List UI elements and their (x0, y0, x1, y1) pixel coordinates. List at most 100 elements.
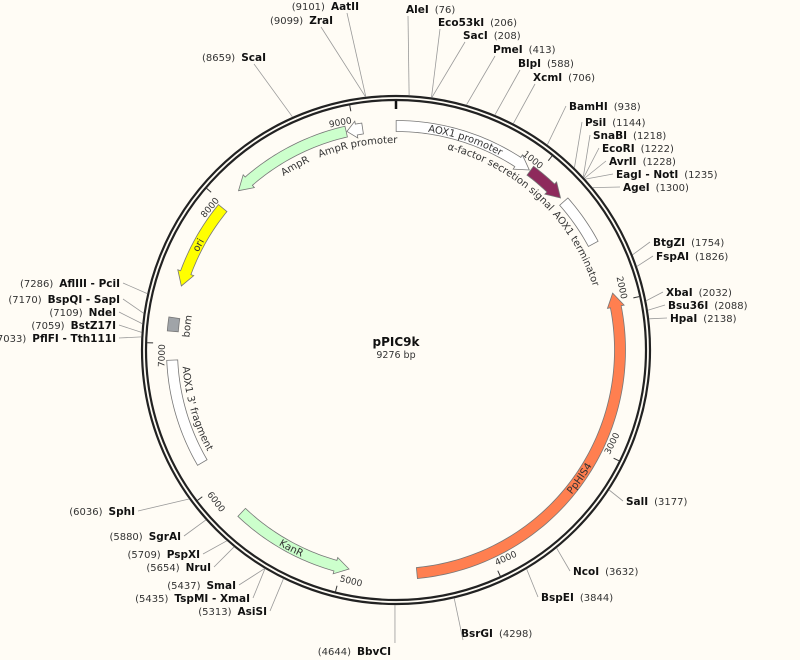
enzyme-site-afliii-pcii[interactable]: (7286) AflIII - PciI (20, 278, 148, 295)
enzyme-site-bspqi-sapi[interactable]: (7170) BspQI - SapI (8, 294, 144, 314)
enzyme-name: BbvCI (357, 646, 391, 658)
enzyme-position: (9101) (292, 2, 325, 13)
tick-label: 6000 (204, 490, 226, 515)
enzyme-leader-line (546, 105, 567, 145)
enzyme-sites: AleI (76)Eco53kI (206)SacI (208) PmeI (413) Bl… (0, 1, 748, 658)
enzyme-leader-line (137, 498, 190, 512)
svg-text:(7170)BspQI - SapI: (7170) BspQI - SapI (8, 294, 120, 306)
enzyme-site-hpai[interactable]: HpaI (2138) (649, 313, 737, 325)
enzyme-leader-line (118, 311, 143, 325)
svg-text:AgeI(1300): AgeI (1300) (623, 182, 689, 194)
enzyme-site-pflfi-tth111i[interactable]: (7033) PflFI - Tth111I (0, 333, 142, 345)
enzyme-site-tspmi-xmai[interactable]: (5435) TspMI - XmaI (135, 568, 266, 605)
enzyme-site-ncoi[interactable]: NcoI (3632) (556, 547, 639, 578)
enzyme-position: (4644) (318, 647, 351, 658)
enzyme-leader-line (636, 255, 654, 267)
svg-text:BspEI(3844): BspEI (3844) (541, 592, 613, 604)
enzyme-site-bstz17i[interactable]: (7059) BstZ17I (31, 320, 142, 333)
enzyme-site-alei[interactable]: AleI (76) (406, 4, 455, 96)
enzyme-site-bsrgi[interactable]: BsrGI (4298) (453, 598, 532, 641)
feature-bom[interactable] (166, 316, 181, 333)
tick-mark (497, 570, 501, 577)
enzyme-position: (1228) (643, 157, 676, 168)
enzyme-site-sphi[interactable]: (6036) SphI (69, 498, 190, 518)
feature-label-pphis4: PpHIS4 (565, 461, 594, 496)
enzyme-site-ndei[interactable]: (7109) NdeI (49, 307, 143, 325)
enzyme-site-sali[interactable]: SalI (3177) (608, 489, 688, 508)
feature-pphis4[interactable] (415, 292, 626, 579)
enzyme-leader-line (453, 598, 464, 641)
enzyme-name: SmaI (207, 580, 237, 592)
enzyme-site-avrii[interactable]: AvrII (1228) (584, 156, 676, 179)
enzyme-position: (2088) (714, 301, 747, 312)
svg-text:(5709)PspXI: (5709) PspXI (127, 549, 200, 561)
enzyme-site-smai[interactable]: (5437) SmaI (167, 568, 265, 592)
enzyme-site-blpi[interactable]: BlpI (588) (494, 58, 574, 116)
enzyme-leader-line (407, 15, 410, 96)
enzyme-site-xcmi[interactable]: XcmI (706) (512, 72, 595, 124)
enzyme-name: BspQI - SapI (48, 294, 120, 306)
tick-label: 5000 (338, 574, 363, 589)
enzyme-name: TspMI - XmaI (174, 593, 250, 605)
enzyme-name: BsrGI (461, 628, 493, 640)
enzyme-position: (3632) (605, 567, 638, 578)
feature-aox1-promoter[interactable] (395, 120, 530, 171)
enzyme-site-saci[interactable]: SacI (208) (431, 30, 521, 98)
svg-text:Eco53kI(206): Eco53kI (206) (438, 17, 517, 29)
enzyme-leader-line (494, 69, 521, 116)
enzyme-name: BlpI (518, 58, 541, 70)
svg-text:BlpI(588): BlpI (588) (518, 58, 574, 70)
enzyme-site-bbvci[interactable]: (4644) BbvCI (318, 605, 396, 658)
svg-text:(5435)TspMI - XmaI: (5435) TspMI - XmaI (135, 593, 250, 605)
enzyme-site-scai[interactable]: (8659) ScaI (202, 52, 293, 118)
enzyme-site-psii[interactable]: PsiI (1144) (574, 117, 646, 168)
enzyme-site-asisi[interactable]: (5313) AsiSI (198, 578, 284, 618)
svg-text:(9099)ZraI: (9099) ZraI (270, 15, 333, 27)
enzyme-site-bspei[interactable]: BspEI (3844) (526, 568, 614, 604)
enzyme-site-xbai[interactable]: XbaI (2032) (646, 287, 732, 302)
feature-ampr-promoter[interactable] (346, 120, 364, 139)
enzyme-site-sgrai[interactable]: (5880) SgrAI (109, 519, 207, 543)
enzyme-site-snabi[interactable]: SnaBI (1218) (582, 130, 666, 178)
enzyme-site-zrai[interactable]: (9099) ZraI (270, 15, 366, 98)
enzyme-site-pmei[interactable]: PmeI (413) (466, 44, 556, 106)
enzyme-leader-line (466, 55, 496, 106)
enzyme-site-agei[interactable]: AgeI (1300) (592, 182, 689, 194)
enzyme-position: (5654) (146, 563, 179, 574)
enzyme-site-eco53ki[interactable]: Eco53kI (206) (431, 17, 517, 98)
enzyme-site-pspxi[interactable]: (5709) PspXI (127, 540, 228, 561)
svg-text:(5654)NruI: (5654) NruI (146, 562, 211, 574)
svg-text:AvrII(1228): AvrII (1228) (609, 156, 676, 168)
enzyme-site-aatii[interactable]: (9101) AatII (292, 1, 367, 97)
tick-mark (613, 457, 620, 462)
feature-kanr[interactable] (237, 507, 350, 575)
feature-aox1-3-fragment[interactable] (166, 359, 208, 466)
enzyme-site-fspai[interactable]: FspAI (1826) (636, 251, 728, 267)
enzyme-leader-line (582, 134, 591, 178)
enzyme-site-eagi-noti[interactable]: EagI - NotI (1235) (585, 169, 718, 181)
enzyme-site-bamhi[interactable]: BamHI (938) (546, 101, 641, 145)
enzyme-position: (7059) (31, 321, 64, 332)
enzyme-position: (938) (614, 102, 641, 113)
enzyme-position: (7170) (8, 295, 41, 306)
enzyme-position: (2032) (699, 288, 732, 299)
enzyme-leader-line (122, 282, 148, 295)
enzyme-site-btgzi[interactable]: BtgZI (1754) (632, 237, 725, 256)
enzyme-position: (706) (568, 73, 595, 84)
enzyme-leader-line (584, 160, 607, 179)
svg-text:EcoRI(1222): EcoRI (1222) (602, 143, 674, 155)
svg-text:NcoI(3632): NcoI (3632) (573, 566, 638, 578)
enzyme-site-bsu36i[interactable]: Bsu36I (2088) (647, 300, 748, 312)
enzyme-site-ecori[interactable]: EcoRI (1222) (583, 143, 674, 178)
enzyme-site-nrui[interactable]: (5654) NruI (146, 546, 235, 574)
svg-text:(7059)BstZ17I: (7059) BstZ17I (31, 320, 116, 332)
feature-ori[interactable] (177, 204, 228, 287)
svg-text:BamHI(938): BamHI (938) (569, 101, 641, 113)
feature-factor-secretion-signal[interactable] (526, 165, 562, 199)
enzyme-name: ZraI (309, 15, 333, 27)
enzyme-name: AgeI (623, 182, 650, 194)
svg-text:BtgZI(1754): BtgZI (1754) (653, 237, 724, 249)
feature-aox1-terminator[interactable] (559, 197, 599, 247)
enzyme-leader-line (526, 568, 539, 598)
feature-ampr[interactable] (237, 125, 348, 192)
